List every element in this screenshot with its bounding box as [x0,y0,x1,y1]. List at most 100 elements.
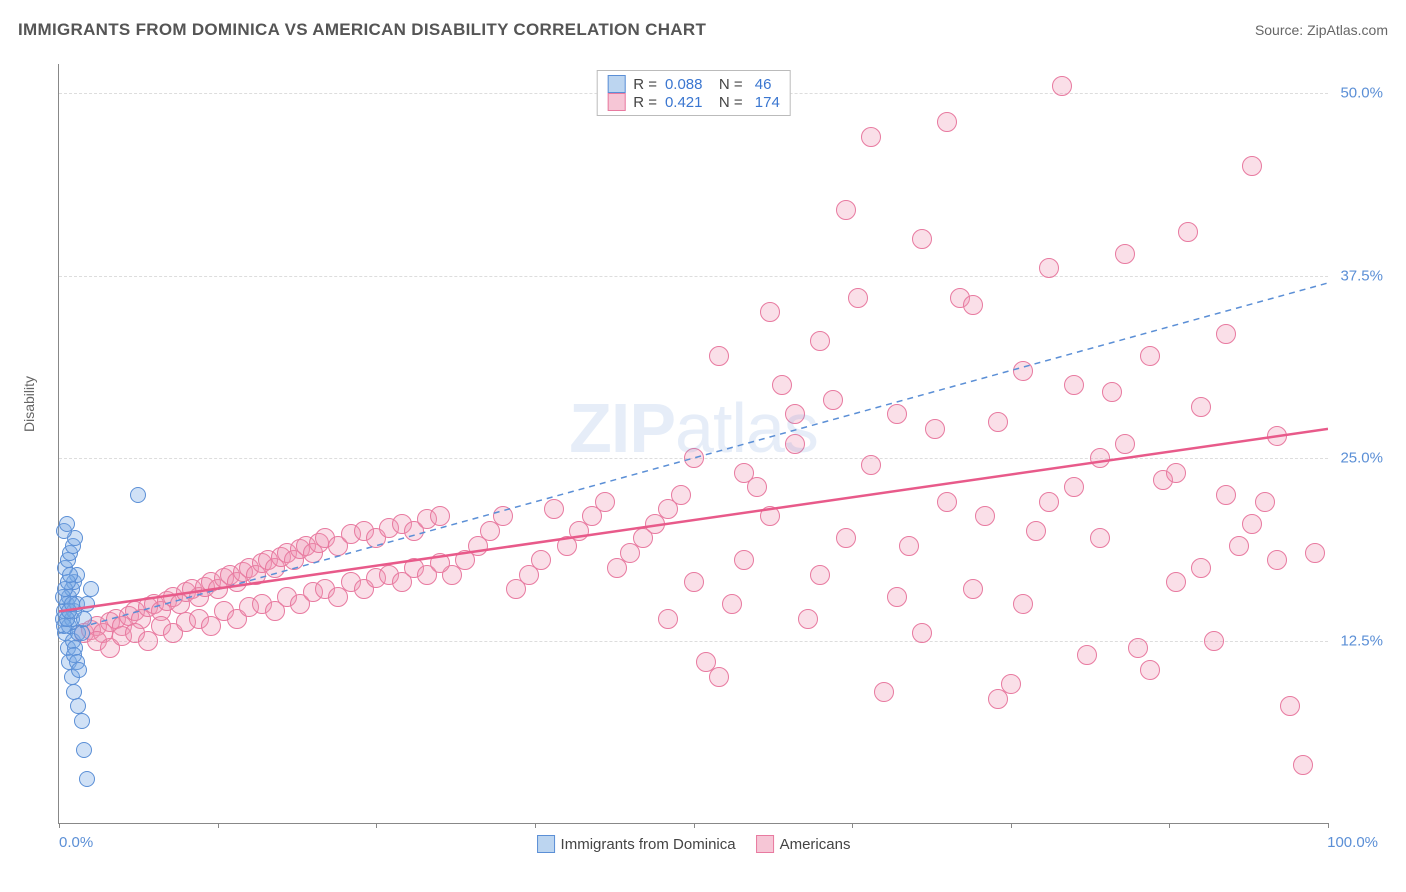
data-point [785,434,805,454]
legend-top-row: R = 0.421 N = 174 [607,93,780,111]
data-point [544,499,564,519]
data-point [722,594,742,614]
legend-bottom-item: Americans [756,835,851,853]
legend-n-label: N = [711,94,743,111]
data-point [760,506,780,526]
x-tick-mark [376,823,377,828]
legend-r-value: 0.088 [665,76,703,93]
data-point [887,587,907,607]
data-point [79,771,95,787]
legend-bottom: Immigrants from Dominica Americans [537,835,851,853]
legend-bottom-label: Americans [780,836,851,853]
legend-n-value: 46 [751,76,772,93]
data-point [671,485,691,505]
y-tick-label: 50.0% [1340,85,1383,102]
data-point [74,713,90,729]
data-point [760,302,780,322]
data-point [1305,543,1325,563]
data-point [430,553,450,573]
data-point [925,419,945,439]
data-point [1242,514,1262,534]
data-point [684,572,704,592]
chart-title: IMMIGRANTS FROM DOMINICA VS AMERICAN DIS… [18,20,706,40]
data-point [836,528,856,548]
legend-top-row: R = 0.088 N = 46 [607,75,780,93]
data-point [937,492,957,512]
data-point [709,667,729,687]
x-tick-mark [694,823,695,828]
x-tick-mark [535,823,536,828]
data-point [1013,594,1033,614]
data-point [1115,434,1135,454]
legend-swatch [537,835,555,853]
y-tick-label: 12.5% [1340,632,1383,649]
data-point [76,611,92,627]
data-point [1140,346,1160,366]
plot-area: Disability ZIPatlas R = 0.088 N = 46R = … [58,64,1328,824]
legend-swatch [607,75,625,93]
data-point [1013,361,1033,381]
data-point [861,455,881,475]
data-point [1064,477,1084,497]
data-point [1026,521,1046,541]
legend-bottom-label: Immigrants from Dominica [561,836,736,853]
chart-container: Disability ZIPatlas R = 0.088 N = 46R = … [18,54,1388,874]
data-point [810,331,830,351]
data-point [1001,674,1021,694]
data-point [1267,550,1287,570]
data-point [684,448,704,468]
data-point [493,506,513,526]
data-point [71,662,87,678]
data-point [1077,645,1097,665]
data-point [798,609,818,629]
data-point [595,492,615,512]
data-point [1229,536,1249,556]
data-point [1090,528,1110,548]
data-point [430,506,450,526]
data-point [1293,755,1313,775]
data-point [1090,448,1110,468]
legend-swatch [607,93,625,111]
legend-top: R = 0.088 N = 46R = 0.421 N = 174 [596,70,791,116]
data-point [785,404,805,424]
data-point [874,682,894,702]
data-point [836,200,856,220]
data-point [1166,572,1186,592]
data-point [937,112,957,132]
data-point [130,487,146,503]
data-point [887,404,907,424]
data-point [988,412,1008,432]
data-point [531,550,551,570]
x-axis-label-min: 0.0% [59,834,93,851]
data-point [658,609,678,629]
gridline [59,276,1328,277]
data-point [747,477,767,497]
legend-r-label: R = [633,94,657,111]
chart-source: Source: ZipAtlas.com [1255,22,1388,38]
data-point [1052,76,1072,96]
data-point [899,536,919,556]
data-point [963,579,983,599]
data-point [79,596,95,612]
data-point [1280,696,1300,716]
x-tick-mark [1328,823,1329,828]
legend-r-value: 0.421 [665,94,703,111]
data-point [912,229,932,249]
x-tick-mark [1169,823,1170,828]
x-tick-mark [1011,823,1012,828]
y-tick-label: 37.5% [1340,267,1383,284]
legend-n-label: N = [711,76,743,93]
data-point [59,516,75,532]
y-tick-label: 25.0% [1340,450,1383,467]
data-point [1115,244,1135,264]
data-point [1039,258,1059,278]
watermark-zip: ZIP [569,389,675,467]
data-point [1267,426,1287,446]
data-point [1216,485,1236,505]
data-point [70,698,86,714]
chart-header: IMMIGRANTS FROM DOMINICA VS AMERICAN DIS… [18,20,1388,40]
x-axis-label-max: 100.0% [1327,834,1378,851]
legend-bottom-item: Immigrants from Dominica [537,835,736,853]
data-point [1216,324,1236,344]
data-point [823,390,843,410]
